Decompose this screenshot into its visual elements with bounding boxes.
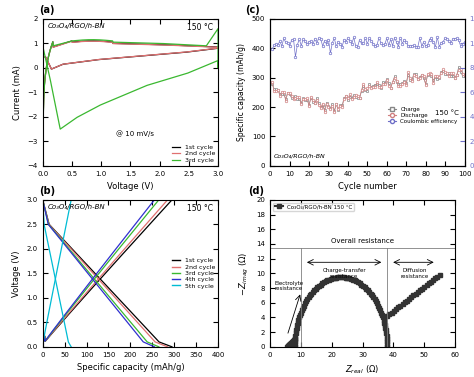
Y-axis label: Specific capacity (mAh/g): Specific capacity (mAh/g): [237, 43, 246, 141]
2nd cycle: [110, 56, 116, 60]
Legend: Co₃O₄/RGO/h-BN 150 °C: Co₃O₄/RGO/h-BN 150 °C: [273, 202, 355, 211]
Legend: 1st cycle, 2nd cycle, 3rd cycle: 1st cycle, 2nd cycle, 3rd cycle: [172, 145, 215, 163]
1st cycle: [149, 53, 155, 57]
3rd cycle: [110, 97, 116, 102]
3rd cycle: [149, 81, 155, 86]
1st cycle: [182, 43, 188, 48]
3rd cycle: [40, 146, 46, 151]
Text: @ 10 mV/s: @ 10 mV/s: [116, 130, 155, 137]
Text: (a): (a): [39, 5, 55, 15]
Text: Co₃O₄/RGO/h-BN: Co₃O₄/RGO/h-BN: [274, 153, 326, 158]
Y-axis label: Voltage (V): Voltage (V): [12, 250, 21, 297]
Text: (c): (c): [245, 5, 260, 15]
1st cycle: [117, 55, 122, 60]
Y-axis label: Current (mA): Current (mA): [13, 65, 22, 120]
X-axis label: Voltage (V): Voltage (V): [107, 182, 154, 191]
Line: 2nd cycle: 2nd cycle: [43, 41, 218, 146]
3rd cycle: [194, 43, 200, 48]
Text: Electrolyte
resistance: Electrolyte resistance: [275, 280, 304, 291]
3rd cycle: [215, 26, 221, 31]
2nd cycle: [40, 54, 46, 59]
Y-axis label: $-Z_{imag}$ (Ω): $-Z_{imag}$ (Ω): [237, 251, 251, 296]
Text: Overall resistance: Overall resistance: [331, 238, 394, 244]
X-axis label: Cycle number: Cycle number: [338, 182, 397, 191]
2nd cycle: [195, 44, 201, 49]
Text: Diffusion
resistance: Diffusion resistance: [401, 268, 429, 279]
3rd cycle: [117, 95, 122, 99]
Legend: Charge, Discharge, Coulombic efficiency: Charge, Discharge, Coulombic efficiency: [385, 105, 460, 126]
2nd cycle: [149, 53, 155, 57]
Text: Co₃O₄/RGO/h-BN: Co₃O₄/RGO/h-BN: [48, 204, 106, 210]
X-axis label: Specific capacity (mAh/g): Specific capacity (mAh/g): [76, 363, 184, 372]
Legend: 1st cycle, 2nd cycle, 3rd cycle, 4th cycle, 5th cycle: 1st cycle, 2nd cycle, 3rd cycle, 4th cyc…: [172, 258, 215, 289]
1st cycle: [110, 56, 116, 61]
Text: 150 °C: 150 °C: [187, 204, 213, 213]
Text: Co₃O₄/RGO/h-BN: Co₃O₄/RGO/h-BN: [48, 23, 106, 29]
1st cycle: [40, 144, 46, 149]
Text: 150 °C: 150 °C: [435, 110, 459, 116]
2nd cycle: [40, 143, 46, 148]
1st cycle: [76, 39, 82, 44]
1st cycle: [40, 55, 46, 59]
Text: Charge-transfer
resistance: Charge-transfer resistance: [322, 268, 366, 279]
X-axis label: $Z_{real}$ (Ω): $Z_{real}$ (Ω): [346, 363, 380, 376]
2nd cycle: [90, 39, 95, 43]
Text: (b): (b): [39, 186, 55, 196]
3rd cycle: [40, 46, 46, 51]
3rd cycle: [76, 38, 82, 43]
Text: (d): (d): [248, 186, 264, 196]
1st cycle: [90, 39, 95, 43]
Line: 3rd cycle: 3rd cycle: [43, 29, 218, 149]
Text: 150 °C: 150 °C: [187, 23, 213, 32]
1st cycle: [195, 44, 201, 48]
2nd cycle: [76, 40, 82, 44]
Line: 1st cycle: 1st cycle: [43, 41, 218, 146]
3rd cycle: [182, 42, 188, 47]
2nd cycle: [117, 55, 122, 60]
2nd cycle: [182, 44, 188, 48]
